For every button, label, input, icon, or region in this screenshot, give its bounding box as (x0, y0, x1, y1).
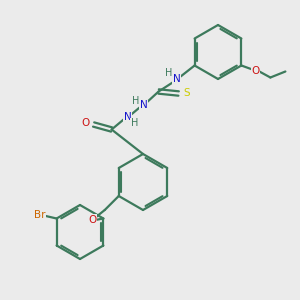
Text: N: N (124, 112, 131, 122)
Text: O: O (82, 118, 90, 128)
Text: O: O (88, 215, 97, 225)
Text: N: N (173, 74, 181, 85)
Text: Br: Br (34, 209, 45, 220)
Text: H: H (131, 118, 138, 128)
Text: O: O (251, 65, 260, 76)
Text: N: N (140, 100, 148, 110)
Text: H: H (132, 95, 139, 106)
Text: H: H (165, 68, 172, 79)
Text: S: S (183, 88, 190, 98)
